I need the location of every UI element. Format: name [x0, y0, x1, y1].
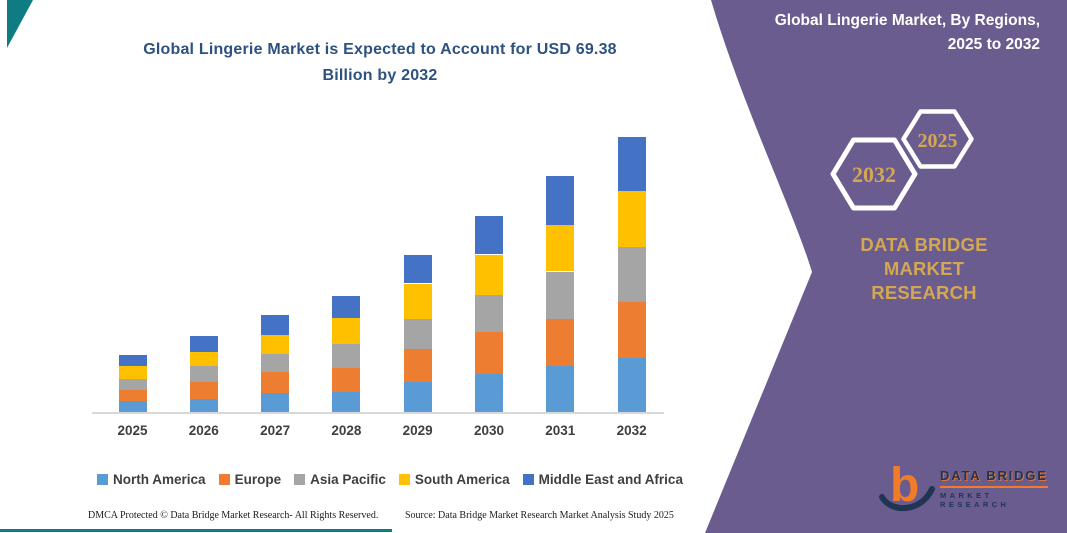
bar-segment-europe-2029: [403, 349, 432, 382]
bar-segment-north-america-2028: [332, 391, 361, 413]
data-bridge-logo: b DATA BRIDGE MARKET RESEARCH: [876, 459, 1056, 523]
bar-segment-north-america-2029: [403, 381, 432, 413]
chart-title-line1: Global Lingerie Market is Expected to Ac…: [143, 41, 617, 58]
legend-swatch: [522, 474, 534, 485]
bar-segment-europe-2026: [189, 381, 218, 399]
logo-mark-icon: b: [879, 459, 935, 512]
bar-segment-middle-east-and-africa-2029: [403, 255, 432, 284]
bar-segment-middle-east-and-africa-2025: [118, 354, 147, 366]
bar-segment-asia-pacific-2025: [118, 378, 147, 391]
bar-segment-north-america-2026: [189, 398, 218, 413]
legend-label: North America: [113, 472, 206, 487]
legend-item-south-america: South America: [398, 472, 510, 487]
bar-segment-south-america-2025: [118, 366, 147, 379]
legend-item-asia-pacific: Asia Pacific: [294, 472, 386, 487]
bar-segment-asia-pacific-2029: [403, 318, 432, 349]
legend-label: Europe: [234, 472, 282, 487]
corner-triangle-decoration: [7, 0, 33, 48]
legend-item-middle-east-and-africa: Middle East and Africa: [522, 472, 683, 487]
dmca-notice: DMCA Protected © Data Bridge Market Rese…: [88, 510, 379, 521]
bar-segment-europe-2027: [261, 372, 290, 393]
bar-segment-north-america-2027: [261, 392, 290, 413]
legend-label: South America: [414, 472, 510, 487]
x-axis-label-2031: 2031: [545, 423, 576, 438]
purple-panel-shape: [705, 0, 1067, 533]
bar-segment-asia-pacific-2027: [261, 353, 290, 372]
legend-item-europe: Europe: [218, 472, 282, 487]
bar-segment-europe-2028: [332, 368, 361, 392]
legend-swatch: [294, 474, 306, 485]
bar-segment-north-america-2031: [546, 366, 575, 413]
panel-title-line2: 2025 to 2032: [947, 36, 1040, 53]
legend-swatch: [398, 474, 410, 485]
bar-segment-south-america-2028: [332, 318, 361, 344]
panel-title-line1: Global Lingerie Market, By Regions,: [774, 12, 1040, 29]
bar-segment-middle-east-and-africa-2028: [332, 295, 361, 319]
company-name: DATA BRIDGE MARKET RESEARCH: [818, 233, 1030, 305]
x-axis-label-2029: 2029: [402, 423, 433, 438]
legend-label: Middle East and Africa: [538, 472, 683, 487]
x-axis-line: [92, 412, 664, 414]
bar-segment-south-america-2030: [475, 254, 503, 295]
bar-segment-asia-pacific-2028: [332, 343, 361, 368]
logo-text: DATA BRIDGE MARKET RESEARCH: [940, 467, 1056, 509]
bar-segment-middle-east-and-africa-2026: [189, 335, 218, 352]
source-note: Source: Data Bridge Market Research Mark…: [405, 510, 674, 521]
logo-tagline: MARKET RESEARCH: [940, 491, 1010, 509]
logo-name: DATA BRIDGE: [940, 468, 1048, 488]
bar-segment-europe-2032: [617, 302, 646, 359]
hexagon-2025: [901, 109, 974, 169]
legend-swatch: [97, 474, 109, 485]
hexagon-2032-label: 2032: [852, 162, 896, 187]
bar-segment-middle-east-and-africa-2032: [617, 137, 646, 191]
bar-segment-middle-east-and-africa-2027: [261, 314, 290, 335]
x-axis-label-2025: 2025: [117, 423, 148, 438]
bar-segment-asia-pacific-2026: [189, 365, 218, 382]
chart-title: Global Lingerie Market is Expected to Ac…: [90, 37, 670, 89]
x-axis-label-2028: 2028: [331, 423, 362, 438]
bar-segment-asia-pacific-2031: [546, 271, 575, 319]
legend-item-north-america: North America: [97, 472, 206, 487]
legend-label: Asia Pacific: [310, 472, 386, 487]
x-axis-label-2032: 2032: [616, 423, 647, 438]
chart-title-line2: Billion by 2032: [322, 67, 438, 84]
hexagon-2032: [830, 137, 918, 211]
legend-swatch: [218, 474, 230, 485]
bar-segment-asia-pacific-2030: [475, 294, 503, 332]
bar-segment-europe-2025: [118, 390, 147, 402]
x-axis-label-2030: 2030: [473, 423, 505, 438]
bar-segment-south-america-2029: [403, 283, 432, 319]
chart-legend: North America Europe Asia Pacific South Ame…: [80, 472, 700, 487]
bar-segment-middle-east-and-africa-2031: [546, 176, 575, 225]
bar-segment-north-america-2025: [118, 401, 147, 413]
bar-segment-europe-2030: [475, 331, 503, 374]
bar-segment-south-america-2032: [617, 190, 646, 247]
panel-title: Global Lingerie Market, By Regions, 2025…: [730, 9, 1040, 57]
bar-segment-south-america-2026: [189, 351, 218, 366]
bar-segment-south-america-2027: [261, 334, 290, 354]
x-axis-label-2026: 2026: [188, 423, 219, 438]
bar-segment-north-america-2032: [617, 358, 646, 413]
x-axis-label-2027: 2027: [260, 423, 291, 438]
bar-segment-asia-pacific-2032: [617, 247, 646, 303]
hexagon-2025-label: 2025: [918, 130, 958, 152]
company-name-line2: RESEARCH: [871, 282, 977, 303]
bar-segment-middle-east-and-africa-2030: [475, 215, 503, 255]
bottom-teal-line: [0, 529, 392, 532]
bar-segment-north-america-2030: [475, 373, 503, 413]
logo-swoosh: [879, 486, 935, 512]
bar-segment-south-america-2031: [546, 224, 575, 272]
bar-segment-europe-2031: [546, 318, 575, 367]
company-name-line1: DATA BRIDGE MARKET: [860, 234, 988, 279]
